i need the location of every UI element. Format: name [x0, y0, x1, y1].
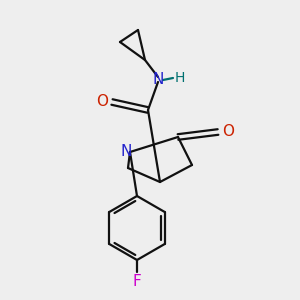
Text: H: H — [175, 71, 185, 85]
Text: O: O — [96, 94, 108, 110]
Text: O: O — [222, 124, 234, 140]
Text: N: N — [120, 145, 132, 160]
Text: N: N — [152, 71, 164, 86]
Text: F: F — [133, 274, 141, 290]
